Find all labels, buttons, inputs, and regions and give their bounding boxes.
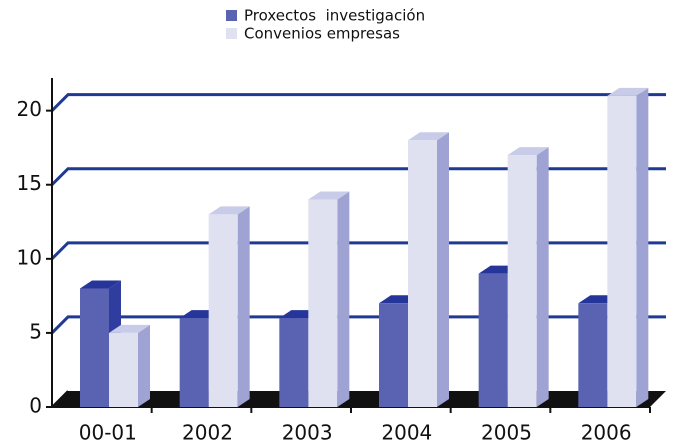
bar-top: [308, 191, 350, 200]
legend-swatch: [226, 10, 237, 21]
bar-front: [507, 155, 537, 407]
bar-front: [379, 303, 408, 407]
legend-label: Proxectos investigación: [244, 7, 425, 25]
bar-front: [179, 318, 209, 407]
legend-swatch: [226, 28, 237, 39]
bar-front: [578, 303, 608, 407]
bar-top: [80, 280, 121, 289]
grid-line: [50, 241, 666, 260]
bar: [308, 191, 350, 407]
bar-side: [437, 132, 449, 408]
bar: [607, 87, 649, 408]
grid-line: [50, 315, 666, 334]
grid-line: [50, 167, 666, 186]
bar: [507, 147, 549, 407]
x-tick-label: 2005: [481, 421, 532, 445]
bar-front: [308, 199, 338, 407]
y-tick-label: 15: [17, 171, 42, 195]
x-tick-label: 2004: [381, 421, 432, 445]
bar-side: [237, 206, 250, 407]
bar-top: [607, 87, 649, 96]
bar-front: [478, 273, 508, 407]
bar-top: [507, 147, 549, 156]
bar-front: [208, 214, 238, 407]
x-tick-label: 2003: [282, 421, 333, 445]
bar-front: [408, 140, 437, 408]
bar: [408, 132, 449, 408]
bar-side: [337, 191, 350, 407]
y-tick-label: 5: [29, 319, 42, 343]
grid-line: [50, 93, 666, 112]
bar-side: [536, 147, 549, 407]
legend-label: Convenios empresas: [244, 25, 400, 43]
bar-side: [636, 87, 649, 408]
bar-front: [279, 318, 309, 407]
bar-side: [138, 324, 150, 407]
bar-top: [109, 324, 150, 333]
bar-front: [109, 332, 138, 407]
x-tick-label: 2006: [581, 421, 632, 445]
bar-top: [208, 206, 250, 215]
y-tick-label: 20: [17, 97, 42, 121]
bar-top: [408, 132, 449, 141]
x-tick-label: 2002: [182, 421, 233, 445]
y-tick-label: 0: [29, 394, 42, 418]
y-tick-label: 10: [17, 245, 42, 269]
y-axis-depth: [51, 390, 69, 408]
bar-front: [80, 288, 109, 407]
bar: [109, 324, 150, 407]
bar-front: [607, 95, 637, 408]
bar: [208, 206, 250, 407]
x-tick-label: 00-01: [79, 421, 137, 445]
